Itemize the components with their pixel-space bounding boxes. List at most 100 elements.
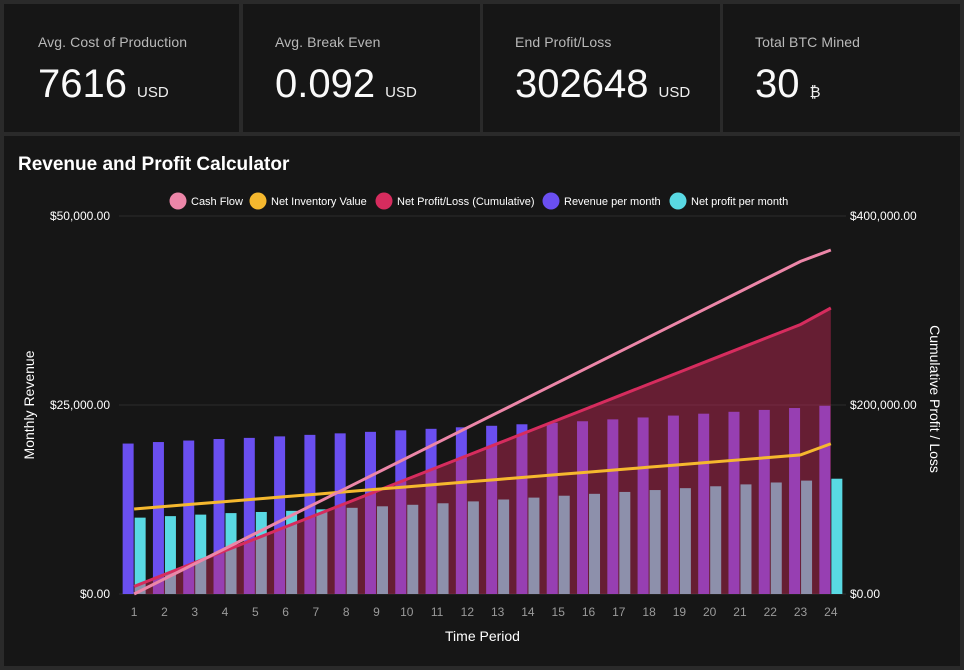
stat-label: End Profit/Loss	[515, 34, 612, 50]
net-profit-bar	[558, 495, 570, 594]
x-tick-label: 7	[313, 605, 320, 619]
revenue-bar	[758, 409, 770, 594]
revenue-bar	[425, 428, 437, 594]
revenue-bar	[667, 415, 679, 594]
net-profit-bar	[801, 480, 813, 594]
revenue-bar	[455, 427, 467, 594]
net-profit-bar	[164, 516, 176, 594]
x-tick-label: 14	[521, 605, 535, 619]
x-tick-label: 9	[373, 605, 380, 619]
net-profit-bar	[589, 493, 601, 594]
x-tick-label: 13	[491, 605, 505, 619]
stat-card-cost-of-production: Avg. Cost of Production 7616 USD	[4, 4, 239, 132]
revenue-bar	[395, 430, 407, 594]
stat-card-end-profit-loss: End Profit/Loss 302648 USD	[483, 4, 720, 132]
x-tick-label: 17	[612, 605, 626, 619]
revenue-profit-chart: $0.00 $25,000.00 $50,000.00 $0.00 $200,000.0…	[21, 192, 943, 644]
legend-swatch	[669, 192, 687, 210]
legend-label: Net Inventory Value	[271, 196, 367, 208]
revenue-bar	[183, 440, 195, 594]
legend-swatch	[542, 192, 560, 210]
x-tick-label: 24	[824, 605, 838, 619]
x-tick-label: 5	[252, 605, 259, 619]
revenue-bar	[152, 442, 164, 594]
legend-swatch	[169, 192, 187, 210]
net-profit-bar	[649, 490, 661, 594]
stat-label: Avg. Break Even	[275, 34, 381, 50]
cumulative-profit-line	[133, 306, 832, 588]
y2-tick-label: $0.00	[850, 587, 880, 601]
net-profit-bar	[195, 514, 207, 594]
legend-label: Net profit per month	[691, 196, 788, 208]
revenue-bar	[607, 419, 619, 594]
x-tick-label: 12	[461, 605, 475, 619]
revenue-bar	[304, 434, 316, 594]
y2-tick-label: $400,000.00	[850, 209, 917, 223]
y2-axis-label: Cumulative Profit / Loss	[927, 325, 943, 473]
x-tick-label: 20	[703, 605, 717, 619]
revenue-bar	[546, 422, 558, 594]
x-tick-label: 8	[343, 605, 350, 619]
revenue-bar	[728, 411, 740, 594]
revenue-bar	[364, 431, 376, 594]
revenue-bar	[789, 408, 801, 594]
stat-unit: USD	[658, 84, 691, 101]
stat-unit: USD	[385, 84, 417, 101]
y-axis-label: Monthly Revenue	[21, 350, 37, 459]
chart-panel: Revenue and Profit Calculator $0.00 $25,0…	[4, 136, 960, 666]
legend-item: Net profit per month	[669, 192, 788, 210]
stat-label: Total BTC Mined	[755, 34, 860, 50]
revenue-bar	[122, 443, 134, 594]
legend-swatch	[375, 192, 393, 210]
stat-label: Avg. Cost of Production	[38, 34, 188, 50]
revenue-bar	[334, 433, 346, 594]
net-profit-bar	[437, 503, 449, 594]
x-tick-label: 6	[282, 605, 289, 619]
x-tick-label: 18	[642, 605, 656, 619]
net-profit-bar	[498, 499, 510, 594]
x-tick-label: 19	[673, 605, 687, 619]
revenue-bar	[243, 437, 255, 594]
net-profit-bar	[376, 506, 388, 594]
y-tick-label: $50,000.00	[50, 209, 110, 223]
y2-tick-label: $200,000.00	[850, 398, 917, 412]
stat-unit: ₿	[809, 84, 821, 101]
legend-label: Revenue per month	[564, 196, 661, 208]
chart-title: Revenue and Profit Calculator	[18, 154, 290, 175]
cash-flow-line	[133, 248, 832, 596]
x-tick-label: 15	[552, 605, 566, 619]
net-profit-bar	[679, 488, 691, 594]
stat-value: 30	[755, 62, 800, 106]
stat-card-total-btc-mined: Total BTC Mined 30 ₿	[723, 4, 960, 132]
x-tick-label: 1	[131, 605, 138, 619]
net-profit-bar	[134, 517, 146, 594]
legend-item: Cash Flow	[169, 192, 243, 210]
stat-value: 7616	[38, 62, 127, 106]
net-profit-bar	[346, 507, 358, 594]
net-profit-bar	[831, 478, 843, 594]
x-tick-label: 4	[222, 605, 229, 619]
net-inventory-line	[134, 442, 832, 511]
net-profit-bar	[770, 482, 782, 594]
net-profit-bar	[619, 491, 631, 594]
stat-value: 302648	[515, 62, 649, 106]
net-profit-bar	[255, 511, 267, 594]
net-profit-bar	[286, 510, 298, 594]
net-profit-bar	[225, 513, 237, 594]
revenue-bar	[274, 436, 286, 594]
legend-swatch	[249, 192, 267, 210]
revenue-bar	[486, 425, 498, 594]
x-tick-label: 23	[794, 605, 808, 619]
x-tick-label: 3	[191, 605, 198, 619]
x-tick-label: 22	[764, 605, 778, 619]
revenue-bar	[637, 417, 649, 594]
net-profit-bar	[710, 486, 722, 594]
legend-item: Net Profit/Loss (Cumulative)	[375, 192, 535, 210]
net-profit-bar	[316, 509, 328, 594]
revenue-bar	[577, 421, 589, 594]
y-tick-label: $25,000.00	[50, 398, 110, 412]
legend-item: Revenue per month	[542, 192, 661, 210]
x-tick-label: 10	[400, 605, 414, 619]
x-tick-label: 21	[733, 605, 747, 619]
revenue-bar	[213, 439, 225, 594]
